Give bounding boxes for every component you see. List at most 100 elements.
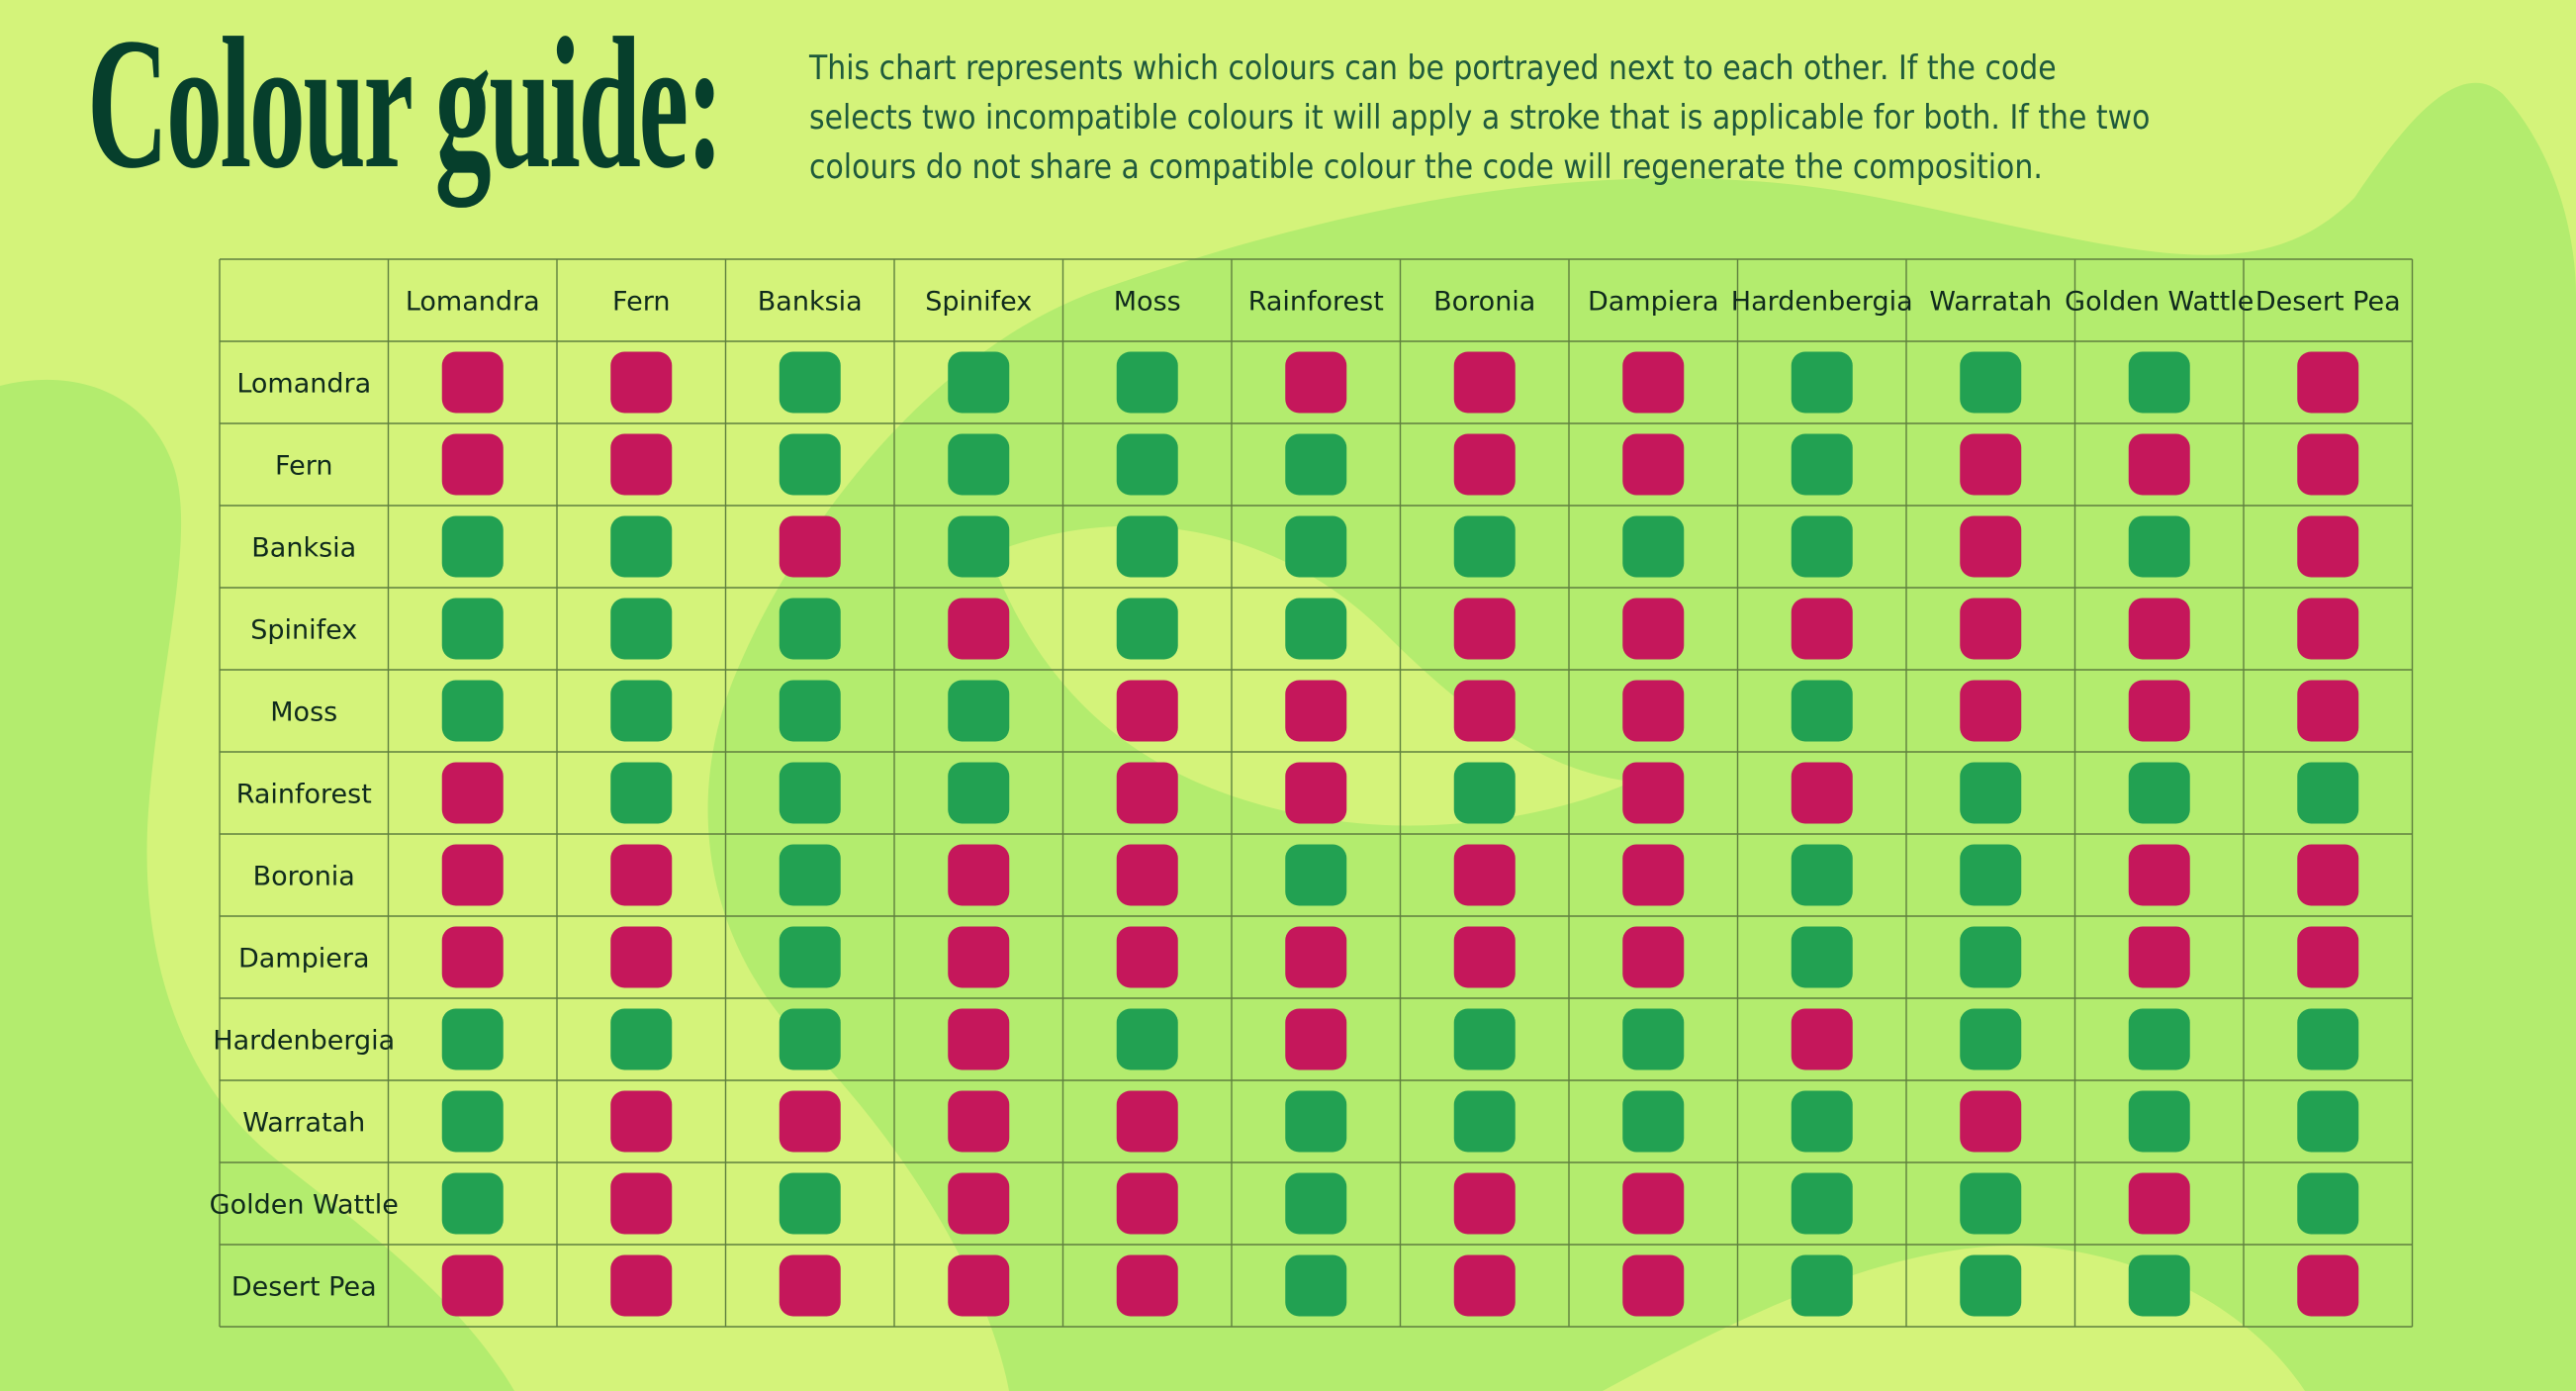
incompatible-cell-boronia-dampiera xyxy=(1622,844,1685,906)
compatible-cell-spinifex-fern xyxy=(610,598,673,660)
incompatible-cell-golden-wattle-golden-wattle xyxy=(2128,1172,2190,1235)
incompatible-cell-fern-dampiera xyxy=(1622,433,1685,496)
column-header-fern: Fern xyxy=(612,287,670,318)
compatible-cell-warratah-hardenbergia xyxy=(1791,1090,1853,1153)
incompatible-cell-desert-pea-moss xyxy=(1116,1254,1178,1317)
column-header-boronia: Boronia xyxy=(1433,287,1535,318)
row-header-golden-wattle: Golden Wattle xyxy=(210,1190,399,1221)
incompatible-cell-boronia-golden-wattle xyxy=(2128,844,2190,906)
incompatible-cell-desert-pea-boronia xyxy=(1453,1254,1516,1317)
incompatible-cell-spinifex-hardenbergia xyxy=(1791,598,1853,660)
incompatible-cell-boronia-desert-pea xyxy=(2297,844,2359,906)
incompatible-cell-moss-rainforest xyxy=(1285,680,1347,742)
incompatible-cell-lomandra-lomandra xyxy=(441,351,504,414)
incompatible-cell-rainforest-rainforest xyxy=(1285,762,1347,824)
compatible-cell-warratah-lomandra xyxy=(441,1090,504,1153)
row-header-moss: Moss xyxy=(270,697,337,728)
compatible-cell-warratah-boronia xyxy=(1453,1090,1516,1153)
compatible-cell-dampiera-banksia xyxy=(779,926,841,988)
row-header-desert-pea: Desert Pea xyxy=(231,1272,377,1303)
incompatible-cell-desert-pea-banksia xyxy=(779,1254,841,1317)
compatible-cell-moss-banksia xyxy=(779,680,841,742)
incompatible-cell-lomandra-dampiera xyxy=(1622,351,1685,414)
compatible-cell-golden-wattle-warratah xyxy=(1960,1172,2022,1235)
compatible-cell-boronia-banksia xyxy=(779,844,841,906)
incompatible-cell-dampiera-golden-wattle xyxy=(2128,926,2190,988)
compatible-cell-golden-wattle-desert-pea xyxy=(2297,1172,2359,1235)
compatible-cell-spinifex-rainforest xyxy=(1285,598,1347,660)
incompatible-cell-golden-wattle-moss xyxy=(1116,1172,1178,1235)
incompatible-cell-warratah-banksia xyxy=(779,1090,841,1153)
compatible-cell-moss-fern xyxy=(610,680,673,742)
column-header-banksia: Banksia xyxy=(758,287,863,318)
compatible-cell-rainforest-desert-pea xyxy=(2297,762,2359,824)
compatible-cell-rainforest-banksia xyxy=(779,762,841,824)
compatible-cell-hardenbergia-fern xyxy=(610,1008,673,1070)
compatible-cell-fern-moss xyxy=(1116,433,1178,496)
incompatible-cell-fern-desert-pea xyxy=(2297,433,2359,496)
incompatible-cell-rainforest-dampiera xyxy=(1622,762,1685,824)
compatible-cell-rainforest-spinifex xyxy=(948,762,1010,824)
compatible-cell-banksia-lomandra xyxy=(441,515,504,578)
incompatible-cell-dampiera-boronia xyxy=(1453,926,1516,988)
compatible-cell-fern-rainforest xyxy=(1285,433,1347,496)
incompatible-cell-rainforest-lomandra xyxy=(441,762,504,824)
incompatible-cell-boronia-lomandra xyxy=(441,844,504,906)
compatible-cell-banksia-fern xyxy=(610,515,673,578)
compatible-cell-boronia-warratah xyxy=(1960,844,2022,906)
column-header-dampiera: Dampiera xyxy=(1588,287,1719,318)
compatible-cell-boronia-rainforest xyxy=(1285,844,1347,906)
incompatible-cell-desert-pea-dampiera xyxy=(1622,1254,1685,1317)
compatible-cell-banksia-hardenbergia xyxy=(1791,515,1853,578)
incompatible-cell-desert-pea-lomandra xyxy=(441,1254,504,1317)
compatible-cell-dampiera-warratah xyxy=(1960,926,2022,988)
compatible-cell-rainforest-boronia xyxy=(1453,762,1516,824)
compatible-cell-lomandra-hardenbergia xyxy=(1791,351,1853,414)
incompatible-cell-desert-pea-fern xyxy=(610,1254,673,1317)
row-header-warratah: Warratah xyxy=(242,1108,365,1139)
incompatible-cell-moss-desert-pea xyxy=(2297,680,2359,742)
incompatible-cell-boronia-spinifex xyxy=(948,844,1010,906)
incompatible-cell-dampiera-lomandra xyxy=(441,926,504,988)
compatible-cell-hardenbergia-warratah xyxy=(1960,1008,2022,1070)
incompatible-cell-banksia-banksia xyxy=(779,515,841,578)
column-header-rainforest: Rainforest xyxy=(1248,287,1384,318)
compatible-cell-golden-wattle-hardenbergia xyxy=(1791,1172,1853,1235)
incompatible-cell-fern-boronia xyxy=(1453,433,1516,496)
compatible-cell-desert-pea-golden-wattle xyxy=(2128,1254,2190,1317)
incompatible-cell-lomandra-boronia xyxy=(1453,351,1516,414)
incompatible-cell-fern-lomandra xyxy=(441,433,504,496)
chart-description: This chart represents which colours can … xyxy=(809,48,2151,187)
page-title: Colour guide: xyxy=(87,0,724,208)
row-header-rainforest: Rainforest xyxy=(236,780,372,810)
incompatible-cell-moss-boronia xyxy=(1453,680,1516,742)
incompatible-cell-dampiera-desert-pea xyxy=(2297,926,2359,988)
column-header-desert-pea: Desert Pea xyxy=(2255,287,2401,318)
incompatible-cell-spinifex-spinifex xyxy=(948,598,1010,660)
compatible-cell-hardenbergia-lomandra xyxy=(441,1008,504,1070)
column-header-warratah: Warratah xyxy=(1929,287,2052,318)
incompatible-cell-golden-wattle-dampiera xyxy=(1622,1172,1685,1235)
compatible-cell-warratah-desert-pea xyxy=(2297,1090,2359,1153)
compatible-cell-banksia-spinifex xyxy=(948,515,1010,578)
compatible-cell-fern-banksia xyxy=(779,433,841,496)
incompatible-cell-fern-warratah xyxy=(1960,433,2022,496)
incompatible-cell-moss-dampiera xyxy=(1622,680,1685,742)
incompatible-cell-golden-wattle-fern xyxy=(610,1172,673,1235)
row-header-banksia: Banksia xyxy=(251,533,356,564)
compatible-cell-banksia-moss xyxy=(1116,515,1178,578)
incompatible-cell-hardenbergia-rainforest xyxy=(1285,1008,1347,1070)
incompatible-cell-hardenbergia-hardenbergia xyxy=(1791,1008,1853,1070)
incompatible-cell-dampiera-fern xyxy=(610,926,673,988)
compatible-cell-rainforest-golden-wattle xyxy=(2128,762,2190,824)
compatible-cell-banksia-dampiera xyxy=(1622,515,1685,578)
incompatible-cell-rainforest-hardenbergia xyxy=(1791,762,1853,824)
row-header-lomandra: Lomandra xyxy=(236,369,371,400)
incompatible-cell-golden-wattle-boronia xyxy=(1453,1172,1516,1235)
incompatible-cell-fern-golden-wattle xyxy=(2128,433,2190,496)
compatible-cell-spinifex-banksia xyxy=(779,598,841,660)
incompatible-cell-dampiera-spinifex xyxy=(948,926,1010,988)
compatible-cell-rainforest-warratah xyxy=(1960,762,2022,824)
compatible-cell-hardenbergia-boronia xyxy=(1453,1008,1516,1070)
